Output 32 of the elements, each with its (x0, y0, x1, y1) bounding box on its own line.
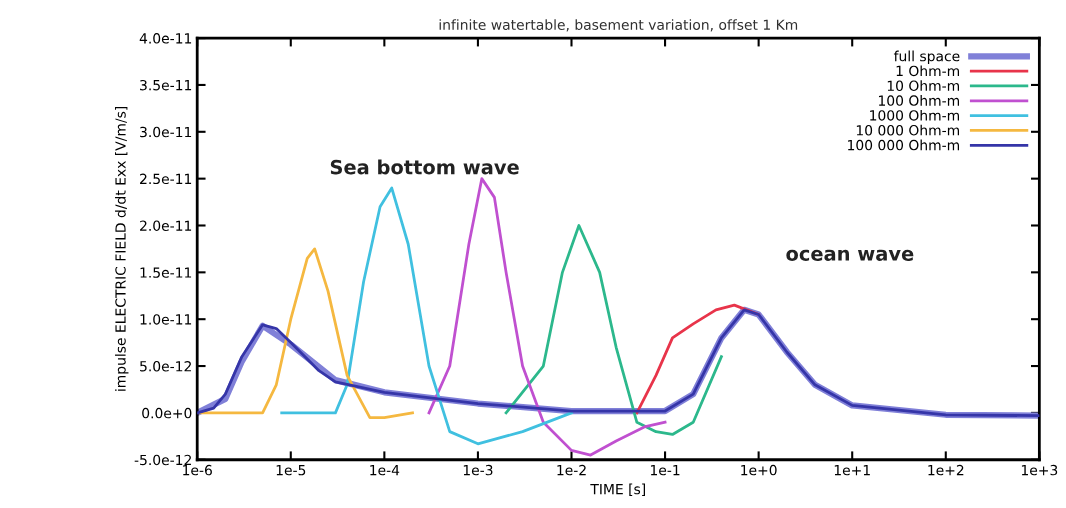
y-tick-label: 0.0e+0 (142, 407, 192, 419)
x-tick-label: 1e+2 (928, 464, 964, 476)
legend-label: full space (893, 50, 960, 65)
legend-label: 100 Ohm-m (878, 95, 960, 106)
legend-label: 100 000 Ohm-m (848, 139, 960, 151)
x-tick-label: 1e-1 (650, 465, 680, 476)
y-tick-label: 2.5e-11 (140, 173, 192, 185)
x-tick-label: 1e+0 (741, 464, 777, 476)
annotation: Sea bottom wave (330, 159, 519, 175)
x-tick-label: 1e+1 (834, 465, 870, 476)
legend-label: 10 000 Ohm-m (856, 124, 960, 136)
chart-title: infinite watertable, basement variation, offset 1 Km (439, 19, 798, 32)
annotation: ocean wave (786, 249, 914, 261)
y-tick-label: 1.0e-11 (140, 314, 192, 325)
legend-label: 1 Ohm-m (896, 65, 960, 77)
legend-label: 10 Ohm-m (887, 80, 960, 92)
x-axis-title: TIME [s] (590, 483, 645, 496)
x-tick-label: 1e-4 (370, 465, 400, 476)
y-tick-label: -5.0e-12 (134, 454, 191, 466)
y-axis-title: impulse ELECTRIC FIELD d/dt Exx [V/m/s] (115, 106, 129, 391)
y-tick-label: 1.5e-11 (140, 267, 192, 278)
x-tick-label: 1e-2 (557, 464, 586, 476)
x-tick-label: 1e-3 (463, 464, 493, 476)
y-tick-label: 4.0e-11 (139, 33, 192, 44)
y-tick-label: 5.0e-12 (140, 361, 191, 372)
legend-label: 1000 Ohm-m (870, 109, 960, 121)
y-tick-label: 3.0e-11 (140, 126, 192, 138)
y-tick-label: 3.5e-11 (140, 79, 192, 91)
x-tick-label: 1e+3 (1021, 464, 1058, 476)
x-tick-label: 1e-5 (276, 465, 306, 476)
y-tick-label: 2.0e-11 (140, 220, 192, 231)
x-tick-label: 1e-6 (183, 464, 212, 476)
